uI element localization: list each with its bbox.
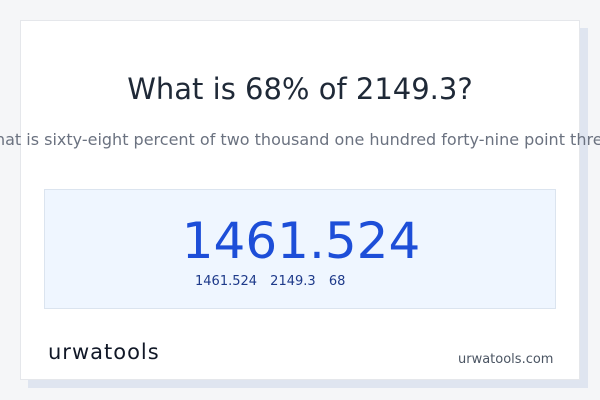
detail-percent: 68 bbox=[328, 274, 346, 289]
title: What is 68% of 2149.3? bbox=[127, 72, 473, 106]
logo[interactable]: urwatools bbox=[48, 340, 160, 364]
site-link[interactable]: urwatools.com bbox=[458, 352, 554, 367]
result-details: 1461.524 2149.3 68 bbox=[195, 274, 354, 289]
detail-number: 2149.3 bbox=[270, 274, 316, 289]
subtitle: What is sixty-eight percent of two thous… bbox=[0, 130, 600, 149]
result-value: 1461.524 bbox=[181, 212, 421, 270]
detail-result: 1461.524 bbox=[195, 274, 258, 289]
result-box: 1461.524 1461.524 2149.3 68 bbox=[44, 189, 556, 309]
